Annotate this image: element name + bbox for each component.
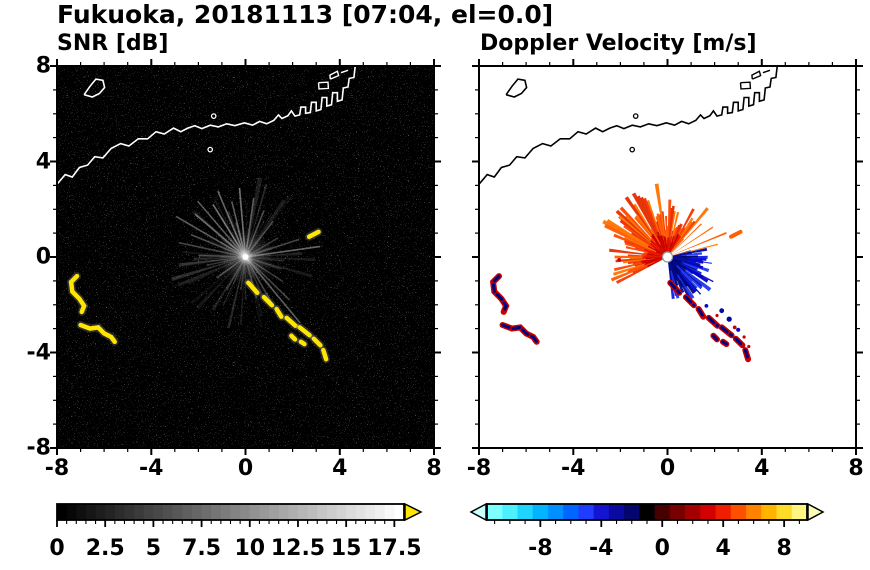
snr-x-tick-label: 8 [426, 456, 442, 481]
snr-cbar-label: 7.5 [182, 536, 222, 561]
snr-cbar-label: 10 [234, 536, 266, 561]
snr-x-tick-label: 0 [237, 456, 254, 481]
snr-cbar-label: 0 [49, 536, 65, 561]
snr-colorbar [56, 502, 423, 527]
vel-colorbar [469, 502, 825, 527]
vel-x-tick-label: -8 [466, 456, 492, 481]
y-tick-label: -8 [26, 435, 51, 461]
y-tick-label: 8 [35, 53, 51, 79]
vel-cbar-label: -4 [589, 536, 614, 561]
vel-panel-title: Doppler Velocity [m/s] [480, 31, 757, 56]
snr-cbar-label: 2.5 [85, 536, 125, 561]
vel-cbar-label: 4 [715, 536, 731, 561]
vel-cbar-label: 0 [654, 536, 670, 561]
vel-x-tick-label: 0 [659, 456, 676, 481]
vel-plot [472, 59, 863, 455]
snr-x-tick-label: -4 [139, 456, 164, 481]
snr-x-tick-label: 4 [332, 456, 348, 481]
snr-plot [50, 59, 441, 455]
y-tick-label: 0 [35, 244, 51, 270]
vel-x-tick-label: -4 [561, 456, 586, 481]
vel-x-tick-label: 4 [754, 456, 770, 481]
vel-x-tick-label: 8 [848, 456, 864, 481]
snr-cbar-label: 17.5 [367, 536, 422, 561]
snr-cbar-label: 15 [330, 536, 362, 561]
figure-title: Fukuoka, 20181113 [07:04, el=0.0] [57, 0, 554, 29]
y-tick-label: -4 [26, 340, 51, 365]
y-tick-label: 4 [35, 149, 51, 174]
snr-x-tick-label: -8 [44, 456, 70, 481]
vel-cbar-label: -8 [528, 536, 553, 561]
snr-cbar-label: 12.5 [270, 536, 326, 561]
vel-cbar-label: 8 [776, 536, 792, 561]
snr-panel-title: SNR [dB] [57, 31, 169, 56]
snr-cbar-label: 5 [145, 536, 162, 561]
